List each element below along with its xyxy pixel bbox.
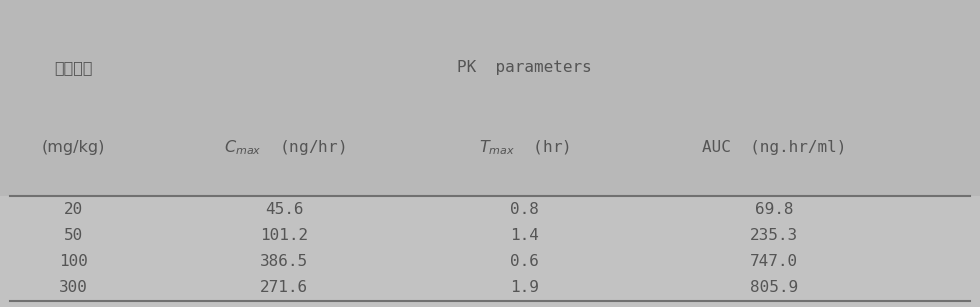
Text: 386.5: 386.5 (260, 254, 309, 269)
Text: $T_{max}$  (hr): $T_{max}$ (hr) (479, 138, 569, 157)
Text: 투여용량: 투여용량 (54, 60, 93, 75)
Text: AUC  (ng.hr/ml): AUC (ng.hr/ml) (702, 140, 847, 155)
FancyBboxPatch shape (0, 0, 980, 196)
Text: 300: 300 (59, 280, 88, 295)
Text: 20: 20 (64, 202, 83, 217)
Text: 805.9: 805.9 (750, 280, 799, 295)
Text: 45.6: 45.6 (265, 202, 304, 217)
Text: 100: 100 (59, 254, 88, 269)
Text: PK  parameters: PK parameters (457, 60, 592, 75)
Text: 0.6: 0.6 (510, 254, 539, 269)
Text: 101.2: 101.2 (260, 228, 309, 243)
Text: 69.8: 69.8 (755, 202, 794, 217)
Text: 50: 50 (64, 228, 83, 243)
Text: $C_{max}$  (ng/hr): $C_{max}$ (ng/hr) (223, 138, 345, 157)
Text: 235.3: 235.3 (750, 228, 799, 243)
Text: 271.6: 271.6 (260, 280, 309, 295)
Text: 1.4: 1.4 (510, 228, 539, 243)
Text: (mg/kg): (mg/kg) (42, 140, 105, 155)
Text: 0.8: 0.8 (510, 202, 539, 217)
Text: 747.0: 747.0 (750, 254, 799, 269)
Text: 1.9: 1.9 (510, 280, 539, 295)
